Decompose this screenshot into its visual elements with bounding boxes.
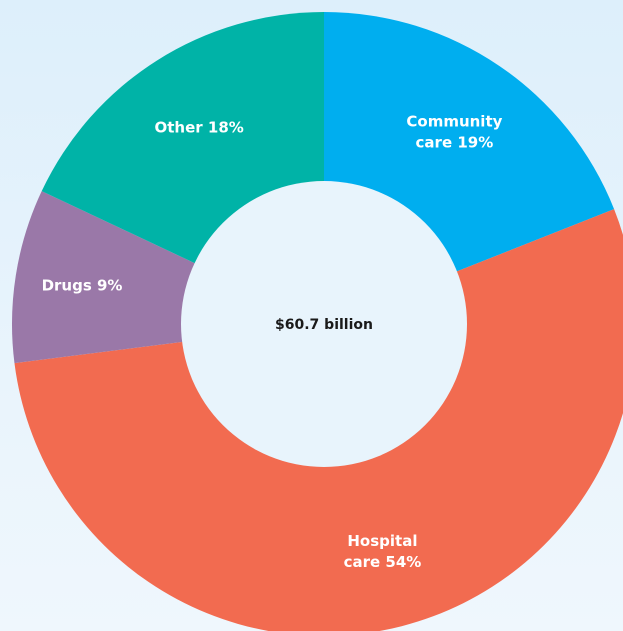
slice-label-line: Community (406, 113, 502, 131)
center-total-label: $60.7 billion (275, 317, 373, 333)
slice-label-3: Other 18% (155, 118, 244, 136)
slice-label-0: Community care 19% (406, 113, 502, 152)
slice-label-2: Drugs 9% (42, 277, 123, 295)
slice-label-line: care 54% (344, 553, 422, 571)
slice-labels-group: Community care 19% Hospital care 54% Drugs 9… (42, 113, 503, 571)
slice-label-1: Hospital care 54% (344, 532, 422, 571)
slice-label-line: Other 18% (155, 118, 244, 136)
slice-label-line: Hospital (347, 532, 417, 550)
donut-hole (181, 181, 467, 467)
slice-label-line: Drugs 9% (42, 277, 123, 295)
slice-label-line: care 19% (416, 134, 494, 152)
